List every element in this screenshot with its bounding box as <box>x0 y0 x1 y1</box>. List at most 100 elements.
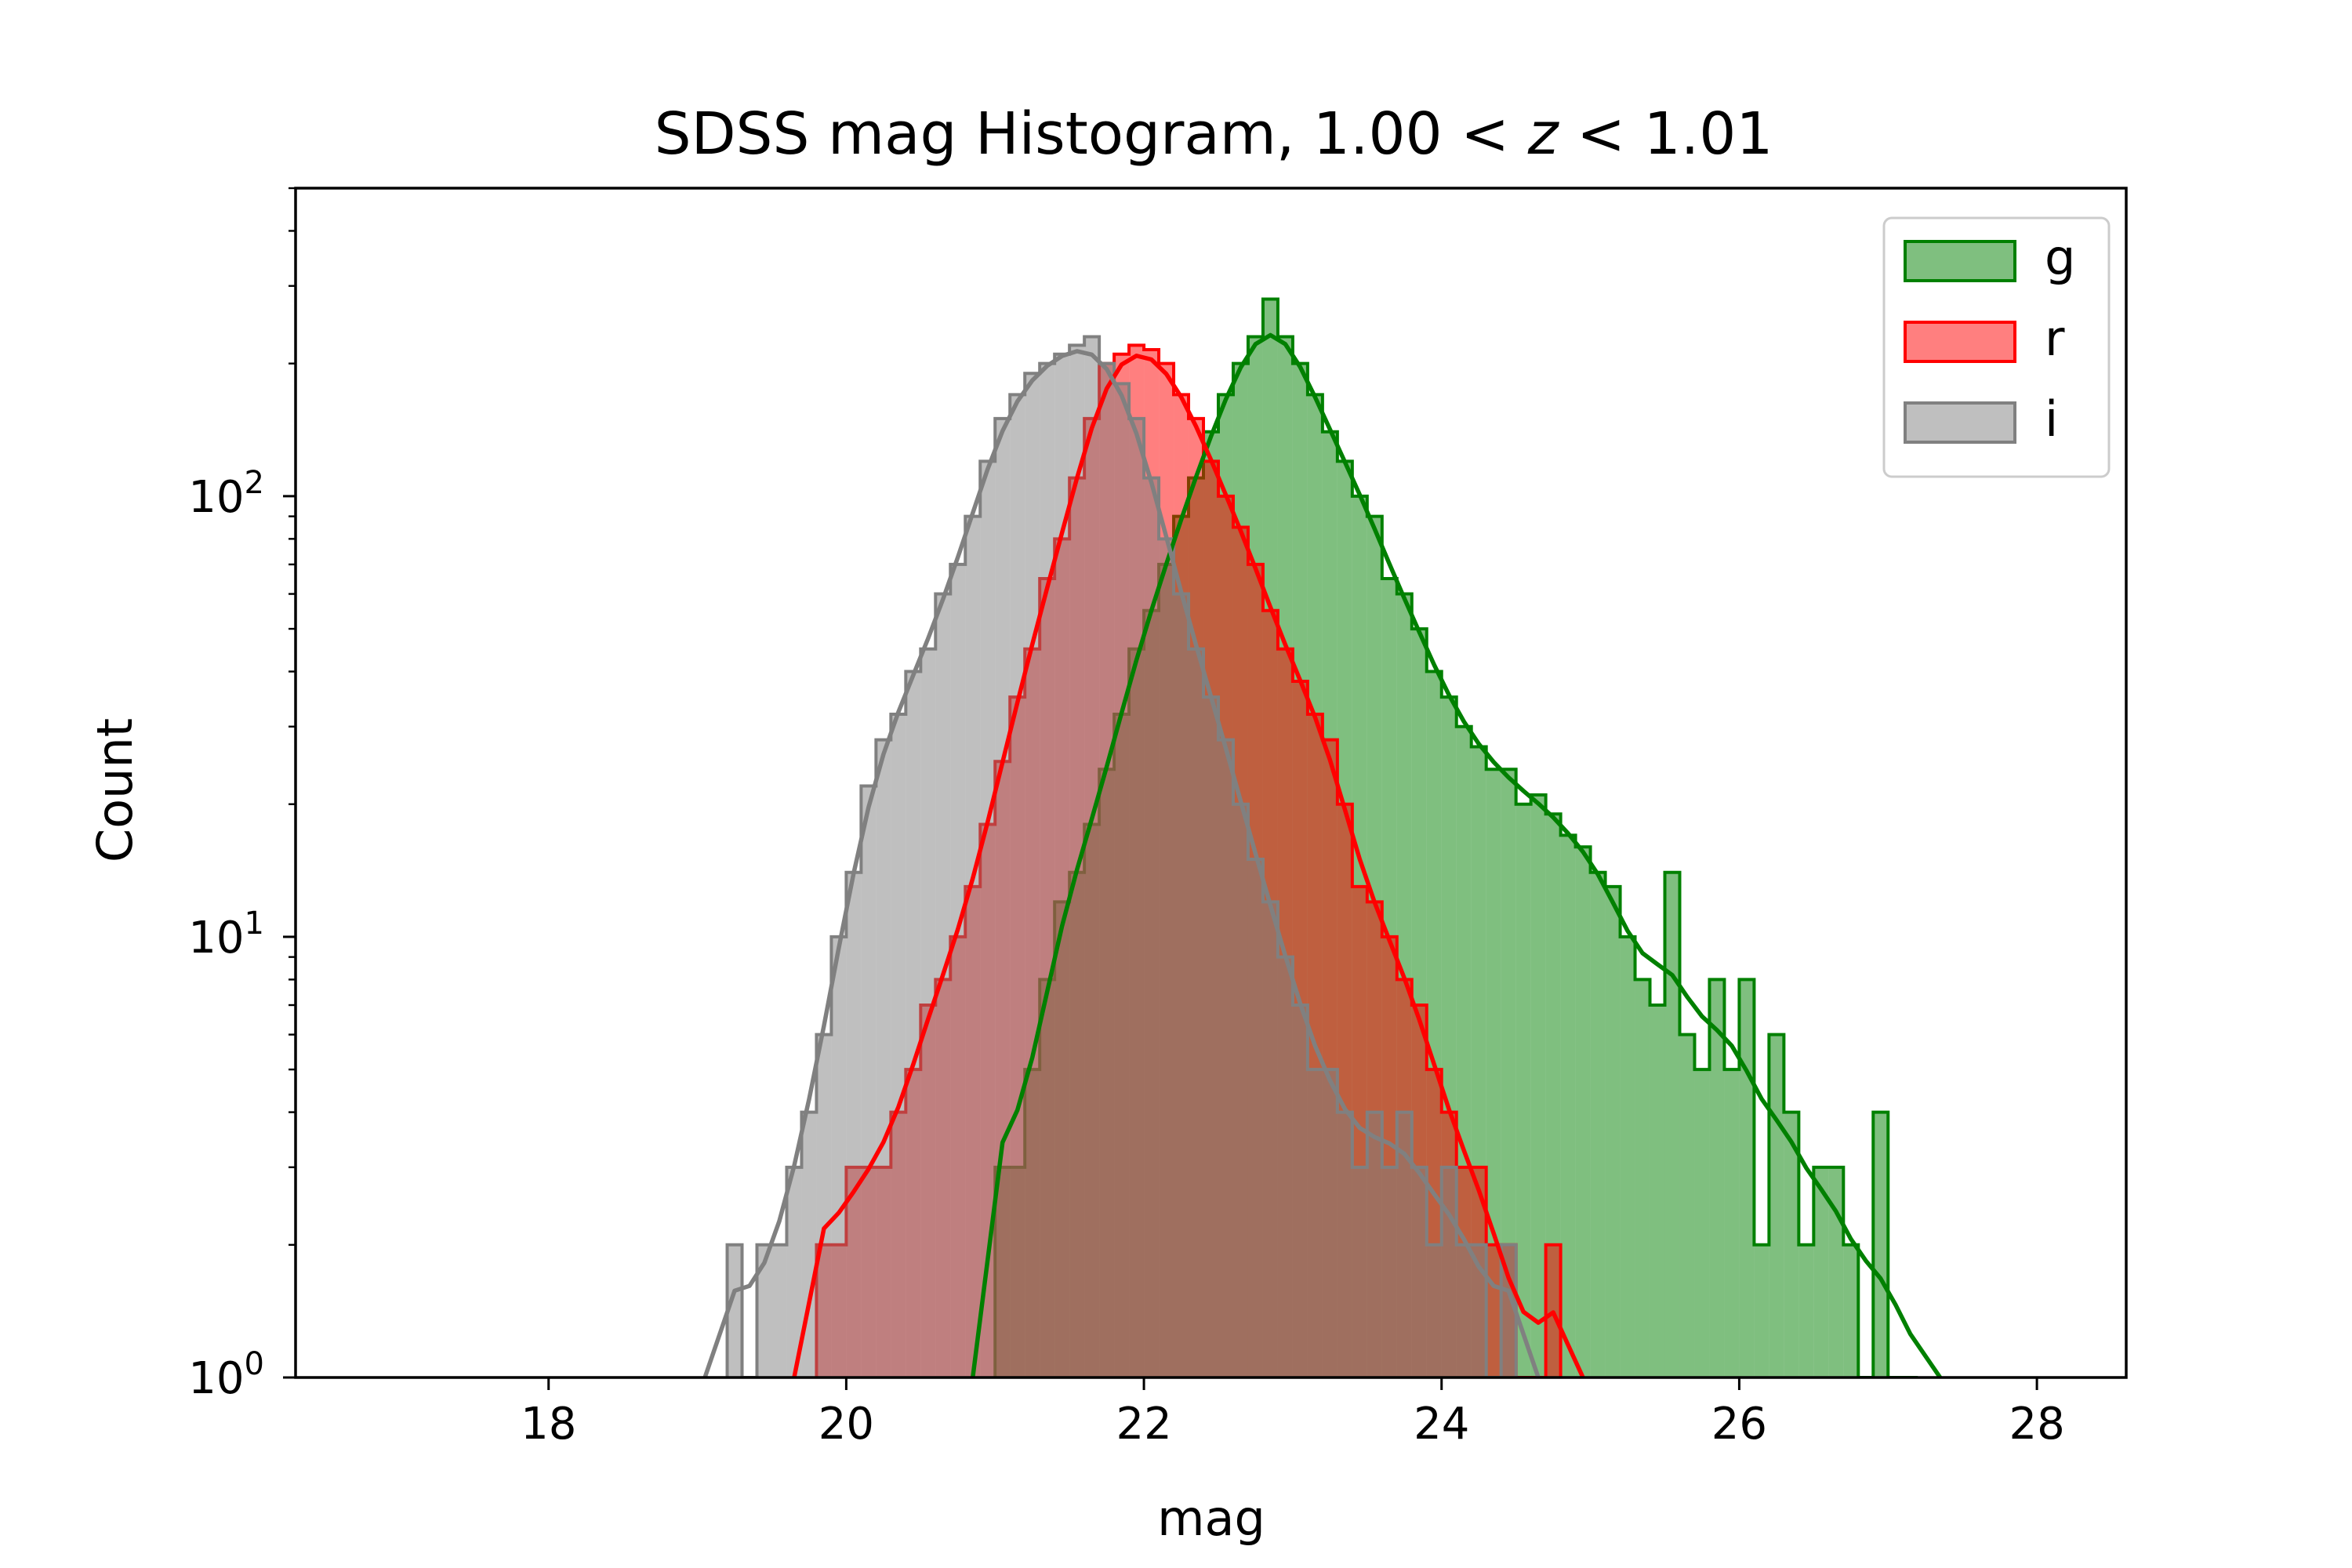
axes: 18 20 22 24 26 28 100 101 102 <box>188 187 2128 1450</box>
bar-g <box>1843 1244 1859 1377</box>
bar-i <box>1114 383 1130 1377</box>
bar-g <box>1605 886 1621 1377</box>
bar-g <box>1709 979 1725 1377</box>
bar-i <box>1129 418 1145 1377</box>
bar-i <box>1159 539 1174 1377</box>
bar-i <box>831 936 847 1377</box>
bar-i <box>771 1244 787 1377</box>
bar-g <box>1694 1069 1710 1377</box>
plot-area <box>702 297 1942 1377</box>
bar-i <box>1456 1244 1472 1377</box>
bar-g <box>1635 979 1650 1377</box>
legend-swatch-r <box>1904 321 2016 363</box>
bar-g <box>1590 872 1606 1377</box>
bar-i <box>1247 858 1263 1377</box>
bar-i <box>1322 1069 1338 1377</box>
bar-i <box>1084 336 1100 1377</box>
bar-i <box>1099 363 1115 1377</box>
kde-curve-r <box>792 354 1585 1377</box>
bar-g <box>1560 835 1576 1377</box>
kde-curve-i <box>702 349 1541 1377</box>
bar-i <box>1396 1112 1412 1377</box>
bar-i <box>1040 363 1055 1377</box>
bar-i <box>1174 593 1189 1377</box>
bar-i <box>995 418 1011 1377</box>
bar-i <box>861 786 877 1377</box>
bar-g <box>1530 794 1546 1377</box>
y-axis-label: Count <box>86 718 143 862</box>
legend-label-i: i <box>2045 390 2058 448</box>
bar-g <box>1620 936 1635 1377</box>
bar-i <box>935 593 951 1377</box>
bar-i <box>891 714 906 1377</box>
x-tick-label: 24 <box>1414 1399 1469 1450</box>
y-tick-label: 102 <box>188 465 264 523</box>
bar-i <box>1025 373 1040 1377</box>
bar-g <box>1739 979 1755 1377</box>
bar-i <box>1292 1004 1308 1377</box>
bar-g <box>1650 1004 1665 1377</box>
bar-g <box>1754 1244 1769 1377</box>
bar-g <box>1813 1167 1829 1377</box>
chart-title: SDSS mag Histogram, 1.00 < z < 1.01 <box>655 100 1773 168</box>
kde-curve-g <box>971 332 1942 1377</box>
x-axis-label: mag <box>1157 1490 1265 1547</box>
x-tick-label: 26 <box>1711 1399 1767 1450</box>
bar-i <box>1367 1112 1382 1377</box>
bar-i <box>727 1244 742 1377</box>
bar-g <box>1501 769 1516 1377</box>
bar-i <box>1054 354 1070 1377</box>
legend-swatch-g <box>1904 240 2016 282</box>
bar-g <box>1575 847 1591 1377</box>
plot-clip-group <box>702 297 1942 1377</box>
bar-i <box>1441 1167 1457 1377</box>
bar-i <box>906 671 921 1377</box>
legend-swatch-i <box>1904 401 2016 444</box>
bar-i <box>1010 394 1025 1377</box>
bar-i <box>786 1167 802 1377</box>
bar-g <box>1679 1034 1695 1377</box>
bar-i <box>1189 648 1204 1377</box>
bar-i <box>1203 697 1218 1377</box>
bar-i <box>1307 1069 1323 1377</box>
bar-i <box>1277 956 1293 1377</box>
bar-i <box>950 564 966 1377</box>
x-tick-label: 22 <box>1116 1399 1171 1450</box>
bar-g <box>1828 1167 1844 1377</box>
bar-g <box>1545 814 1561 1377</box>
bar-i <box>1352 1167 1367 1377</box>
bar-g <box>1784 1112 1799 1377</box>
bar-g <box>1798 1244 1814 1377</box>
bar-g <box>1664 872 1680 1377</box>
bar-g <box>1873 1112 1889 1377</box>
legend-label-g: g <box>2045 229 2075 286</box>
bar-i <box>965 516 981 1377</box>
y-tick-label: 101 <box>188 906 264 964</box>
x-tick-label: 20 <box>818 1399 874 1450</box>
bar-g <box>1515 804 1531 1377</box>
bar-i <box>1069 345 1085 1377</box>
bar-i <box>1426 1244 1442 1377</box>
y-tick-label: 100 <box>188 1346 264 1404</box>
bar-i <box>1232 804 1248 1377</box>
x-tick-label: 28 <box>2009 1399 2064 1450</box>
bar-g <box>1769 1034 1784 1377</box>
bar-i <box>980 461 996 1377</box>
bar-i <box>1144 477 1160 1377</box>
bar-i <box>1337 1112 1352 1377</box>
bar-i <box>1411 1167 1427 1377</box>
bar-i <box>1381 1167 1397 1377</box>
x-tick-label: 18 <box>521 1399 576 1450</box>
axes-frame <box>294 187 2128 1379</box>
bar-i <box>757 1244 772 1377</box>
bar-i <box>1218 739 1233 1377</box>
bar-i <box>846 872 862 1377</box>
bar-i <box>1262 902 1278 1377</box>
bar-i <box>1501 1244 1516 1377</box>
legend: gri <box>1882 216 2111 478</box>
bar-i <box>1471 1244 1486 1377</box>
legend-label-r: r <box>2045 310 2065 367</box>
bar-r <box>1486 1244 1501 1377</box>
bar-i <box>816 1034 832 1377</box>
